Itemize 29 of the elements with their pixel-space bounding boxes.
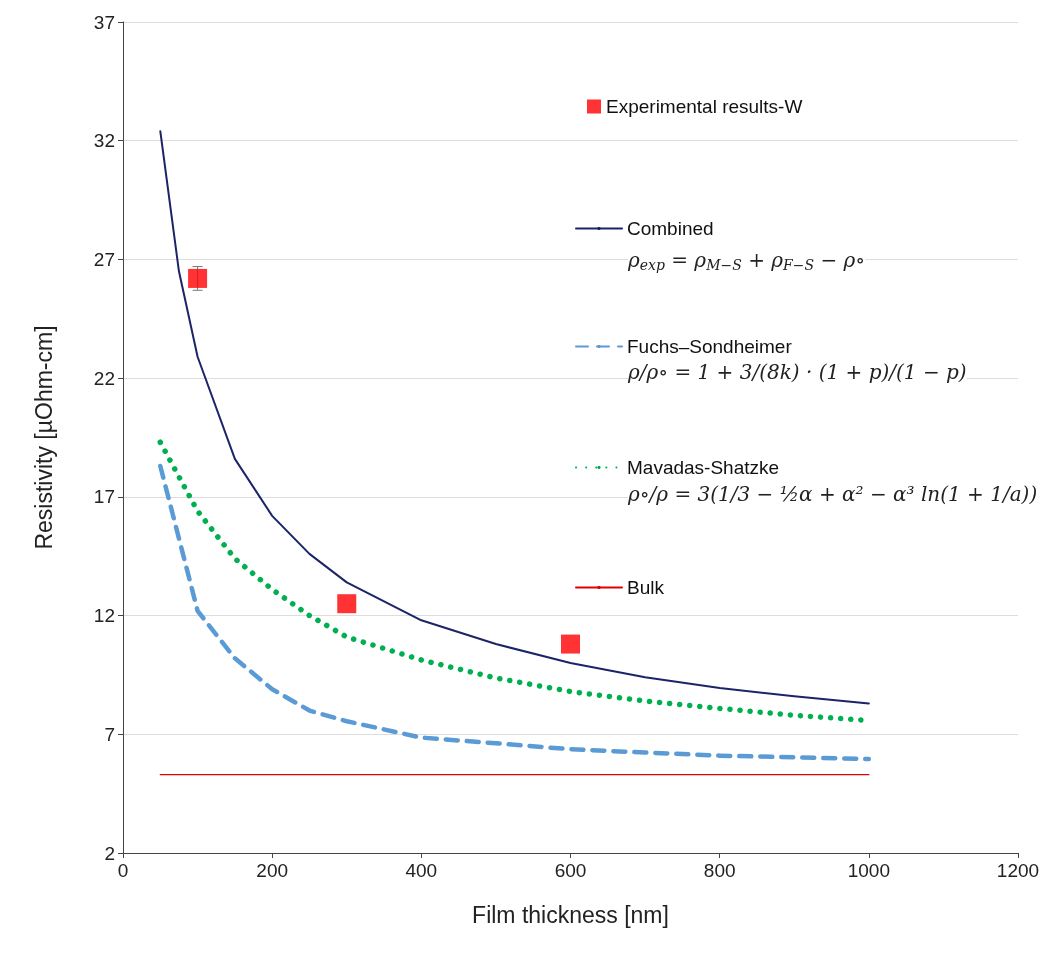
y-tick-label: 27 bbox=[93, 248, 115, 270]
legend-label: Experimental results-W bbox=[606, 96, 803, 117]
line-series bbox=[159, 130, 870, 705]
legend-label: Mavadas-Shatzke bbox=[627, 457, 780, 478]
legend-label: Combined bbox=[627, 218, 714, 239]
annotation: ρ∘/ρ = 3(1/3 − ½α + α² − α³ ln(1 + 1/a)) bbox=[627, 482, 1038, 506]
x-tick-label: 600 bbox=[554, 860, 587, 881]
point bbox=[188, 268, 208, 288]
legend-label: Fuchs–Sondheimer bbox=[627, 336, 793, 357]
annotation: ρ/ρ∘ = 1 + 3/(8k) · (1 + p)/(1 − p) bbox=[627, 360, 967, 384]
x-tick-label: 200 bbox=[256, 860, 289, 881]
y-tick-label: 17 bbox=[93, 486, 115, 508]
x-tick-label: 1000 bbox=[847, 860, 890, 881]
x-tick-label: 400 bbox=[405, 860, 438, 881]
point bbox=[561, 634, 580, 654]
x-axis-title: Film thickness [nm] bbox=[472, 901, 669, 928]
y-tick-label: 7 bbox=[104, 723, 115, 745]
point bbox=[337, 594, 357, 614]
y-tick-label: 12 bbox=[93, 605, 115, 627]
line-series bbox=[158, 463, 872, 762]
y-tick-label: 32 bbox=[93, 130, 115, 152]
legend-label: Bulk bbox=[627, 577, 665, 598]
x-tick-label: 800 bbox=[703, 860, 736, 881]
x-tick-label: 1200 bbox=[996, 860, 1040, 881]
y-tick-label: 2 bbox=[104, 842, 115, 864]
y-tick-label: 37 bbox=[93, 11, 115, 33]
y-tick-label: 22 bbox=[93, 367, 115, 389]
x-tick-label: 0 bbox=[117, 860, 129, 881]
y-axis-title: Resistivity [µOhm-cm] bbox=[30, 325, 57, 550]
